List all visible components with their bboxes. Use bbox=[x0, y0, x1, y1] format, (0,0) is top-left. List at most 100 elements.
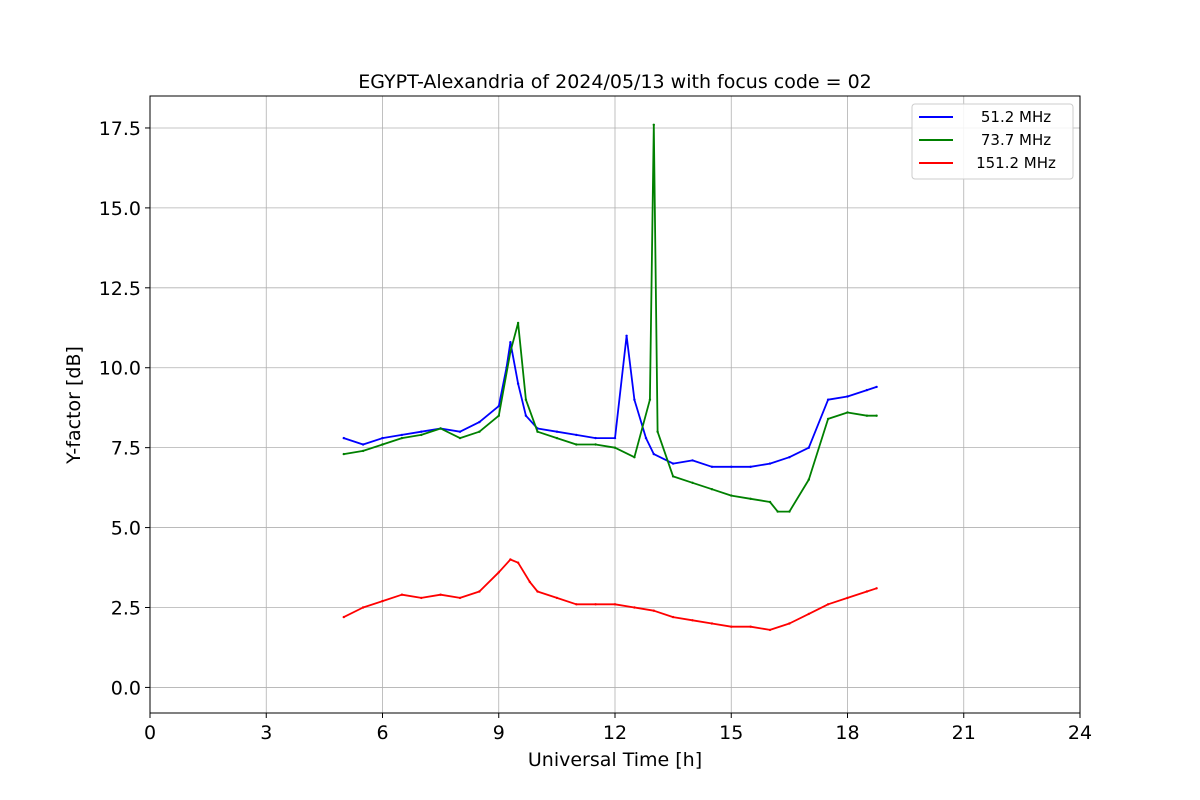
series-2-point bbox=[361, 449, 365, 453]
x-tick-label: 12 bbox=[603, 722, 627, 744]
series-2-point bbox=[439, 427, 442, 430]
chart-title: EGYPT-Alexandria of 2024/05/13 with focu… bbox=[358, 71, 872, 93]
series-3-point bbox=[652, 609, 655, 612]
series-2-point bbox=[613, 446, 617, 449]
series-1-point bbox=[730, 465, 733, 468]
y-tick-label: 12.5 bbox=[99, 278, 141, 300]
series-3-point bbox=[575, 603, 578, 606]
series-1-point bbox=[420, 430, 423, 433]
series-3-point bbox=[497, 571, 500, 574]
x-tick-label: 21 bbox=[952, 722, 976, 744]
series-2-point bbox=[458, 436, 462, 440]
series-3-point bbox=[749, 625, 752, 628]
series-1-point bbox=[710, 465, 714, 468]
y-tick-label: 17.5 bbox=[99, 118, 141, 140]
series-1-point bbox=[826, 398, 830, 401]
legend-label-series-1: 51.2 MHz bbox=[981, 108, 1051, 126]
series-3-point bbox=[381, 599, 384, 603]
series-2-point bbox=[516, 321, 520, 325]
x-axis-label: Universal Time [h] bbox=[528, 749, 702, 771]
series-1-point bbox=[342, 436, 345, 440]
series-3-point bbox=[361, 606, 365, 609]
series-1-point bbox=[788, 456, 791, 459]
series-1-point bbox=[807, 446, 810, 449]
series-2-point bbox=[652, 123, 655, 127]
legend: 51.2 MHz 73.7 MHz 151.2 MHz bbox=[911, 103, 1074, 180]
series-1-point bbox=[749, 465, 752, 468]
series-1-point bbox=[478, 420, 481, 424]
series-2-point bbox=[875, 414, 878, 417]
series-2-point bbox=[846, 411, 849, 414]
series-line-1 bbox=[343, 334, 877, 468]
series-2-point bbox=[648, 398, 652, 401]
series-2-point bbox=[478, 430, 481, 433]
series-1-point bbox=[633, 398, 636, 401]
series-3-point bbox=[710, 622, 714, 625]
ticks: 0 3 6 9 12 15 18 21 24 0.0 2.5 5.0 7.5 10.0 12.5 15.0 17… bbox=[99, 118, 1092, 744]
series-3-point bbox=[528, 580, 531, 584]
series-3-point bbox=[439, 593, 442, 596]
series-3-point bbox=[458, 596, 462, 600]
series-2-point bbox=[400, 436, 404, 440]
series-2-point bbox=[776, 510, 779, 513]
series-3-point bbox=[875, 587, 878, 590]
x-tick-label: 15 bbox=[719, 722, 743, 744]
series-2-point bbox=[509, 350, 512, 353]
series-3-point bbox=[865, 590, 869, 593]
series-1-point bbox=[458, 430, 462, 433]
legend-box bbox=[911, 103, 1074, 180]
series-2-point bbox=[865, 414, 869, 417]
series-3-point bbox=[768, 628, 772, 632]
x-tick-label: 24 bbox=[1068, 722, 1092, 744]
x-tick-label: 9 bbox=[493, 722, 505, 744]
series-2-point bbox=[633, 456, 636, 459]
series-3-point bbox=[788, 622, 791, 625]
series-1-point bbox=[671, 462, 675, 465]
series-2-point bbox=[826, 417, 830, 421]
series-1-point bbox=[497, 404, 500, 408]
y-tick-label: 0.0 bbox=[111, 677, 141, 699]
y-tick-label: 15.0 bbox=[99, 198, 141, 220]
series-3-point bbox=[555, 596, 559, 600]
series-2-point bbox=[420, 433, 423, 437]
series-3-point bbox=[400, 593, 404, 596]
series-2-point bbox=[768, 500, 772, 504]
series-3-point bbox=[846, 596, 849, 600]
series-2-point bbox=[807, 478, 810, 481]
series-2-point bbox=[555, 436, 559, 440]
y-tick-label: 7.5 bbox=[111, 438, 141, 460]
y-tick-label: 5.0 bbox=[111, 518, 141, 540]
series-2-point bbox=[691, 481, 694, 484]
series-1-point bbox=[524, 414, 528, 417]
series-3-point bbox=[536, 590, 539, 593]
x-tick-label: 0 bbox=[144, 722, 156, 744]
series-2-point bbox=[524, 398, 528, 401]
x-tick-label: 6 bbox=[376, 722, 388, 744]
series-2-point bbox=[497, 414, 500, 417]
series-1-point bbox=[652, 452, 655, 456]
series-1-point bbox=[875, 385, 878, 389]
series-2-point bbox=[656, 430, 659, 433]
series-group bbox=[342, 123, 878, 632]
series-1-point bbox=[613, 436, 617, 440]
series-1-point bbox=[625, 334, 628, 337]
series-2-point bbox=[749, 497, 752, 500]
series-1-point bbox=[555, 430, 559, 433]
series-3-point bbox=[826, 603, 830, 606]
series-2-point bbox=[671, 475, 675, 478]
series-2-point bbox=[381, 443, 384, 446]
series-3-point bbox=[633, 606, 636, 609]
series-3-point bbox=[613, 603, 617, 606]
series-3-point bbox=[478, 590, 481, 593]
series-1-point bbox=[865, 388, 869, 392]
series-2-point bbox=[730, 494, 733, 497]
series-3-point bbox=[594, 603, 597, 606]
series-3-point bbox=[807, 612, 810, 616]
x-tick-label: 3 bbox=[260, 722, 272, 744]
series-3-point bbox=[420, 596, 423, 600]
series-3-point bbox=[691, 619, 694, 622]
series-1-point bbox=[594, 436, 597, 440]
series-3-point bbox=[730, 625, 733, 628]
series-1-point bbox=[846, 395, 849, 398]
